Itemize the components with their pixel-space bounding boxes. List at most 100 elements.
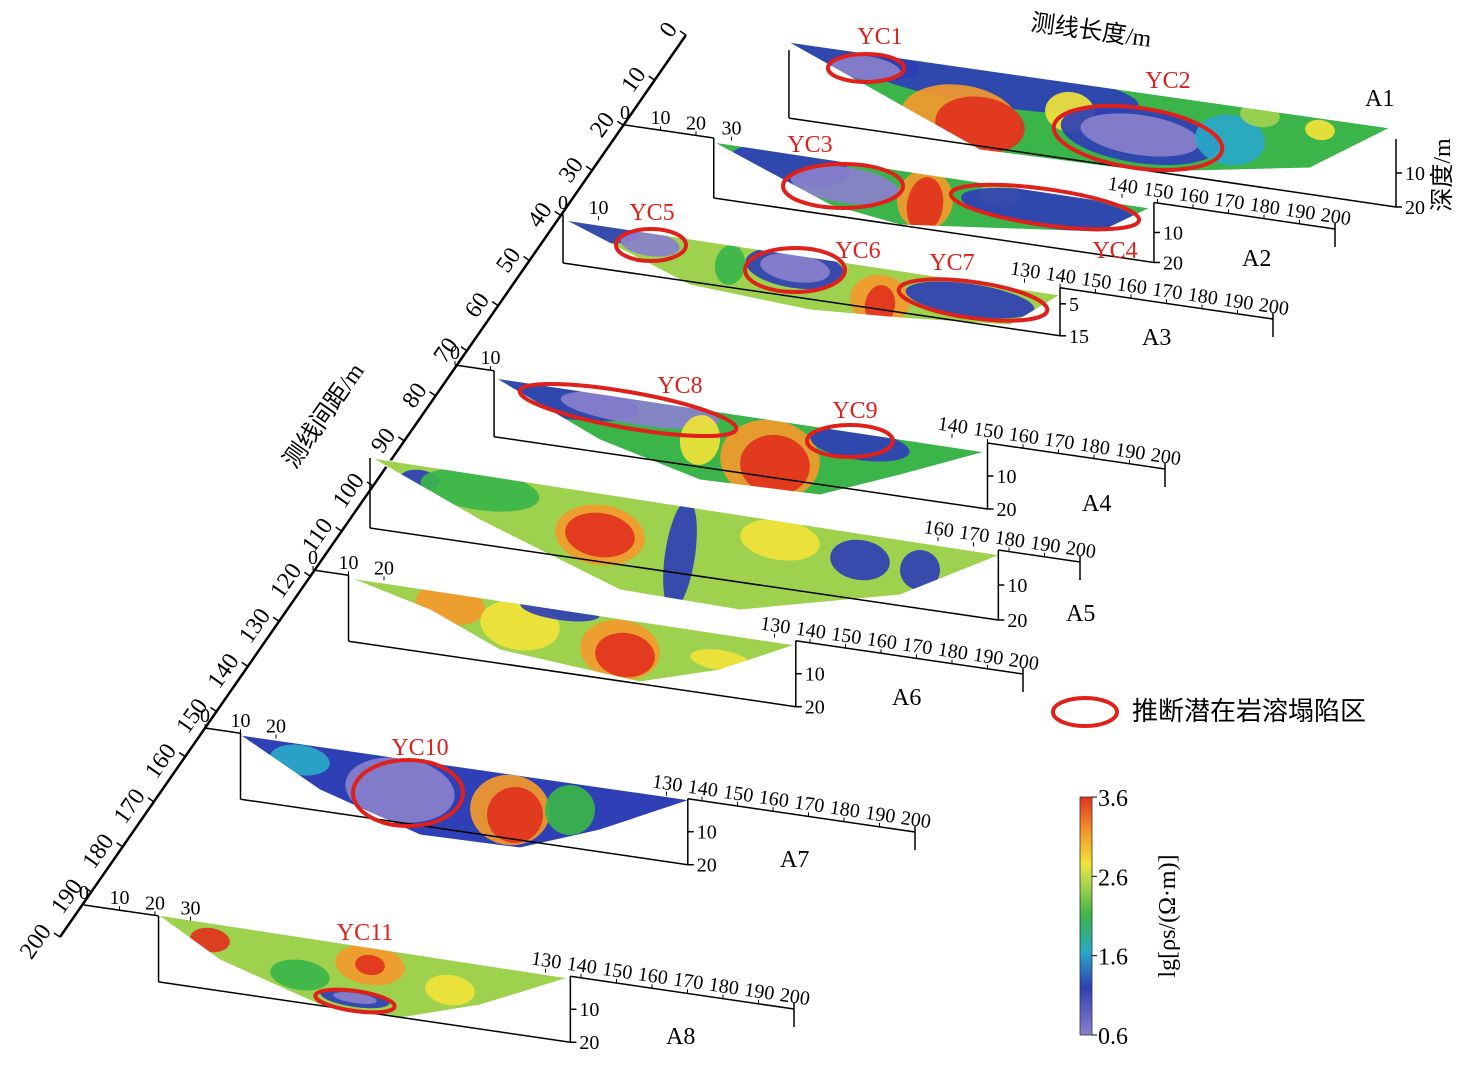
contour-zone bbox=[620, 231, 680, 257]
length-tick-label: 200 bbox=[899, 807, 932, 833]
anomaly-outline bbox=[826, 52, 906, 84]
colorbar-title: lg[ρs/(Ω·m)] bbox=[1155, 854, 1181, 977]
contour-zone bbox=[831, 55, 901, 81]
length-tick-label: 180 bbox=[993, 527, 1026, 553]
resistivity-section bbox=[372, 458, 1000, 610]
anomaly-label: YC5 bbox=[629, 200, 674, 226]
depth-tick-label: 20 bbox=[1163, 252, 1183, 274]
length-tick-label: 170 bbox=[1213, 188, 1246, 214]
length-tick-label: 150 bbox=[1142, 178, 1175, 204]
length-tick-label: 20 bbox=[686, 112, 706, 134]
length-tick-label: 0 bbox=[620, 102, 630, 124]
length-tick-label: 200 bbox=[778, 984, 811, 1010]
length-tick-label: 10 bbox=[231, 710, 251, 732]
colorbar-tick-label: 2.6 bbox=[1098, 865, 1128, 891]
depth-tick-label: 10 bbox=[579, 999, 599, 1021]
anomaly-outline bbox=[313, 987, 397, 1015]
length-axis-start bbox=[83, 904, 159, 917]
anomaly-outline bbox=[805, 423, 895, 459]
length-tick-label: 140 bbox=[1106, 173, 1139, 199]
contour-zone bbox=[595, 632, 655, 678]
depth-tick-label: 10 bbox=[805, 664, 825, 686]
length-tick-label: 30 bbox=[722, 118, 742, 140]
contour-zone bbox=[425, 974, 475, 1006]
length-tick-label: 140 bbox=[936, 413, 969, 439]
length-tick-label: 130 bbox=[651, 771, 684, 797]
length-tick-label: 20 bbox=[266, 715, 286, 737]
length-tick-label: 0 bbox=[558, 192, 568, 214]
spacing-tick-label: 160 bbox=[140, 739, 182, 783]
frame-bottom bbox=[240, 798, 688, 866]
length-tick-label: 170 bbox=[1151, 278, 1184, 304]
anomaly-outline bbox=[517, 381, 739, 439]
length-tick-label: 140 bbox=[794, 618, 827, 644]
contour-zone bbox=[565, 512, 635, 558]
length-axis-start bbox=[454, 364, 495, 372]
spacing-tick bbox=[241, 661, 249, 668]
anomaly-outline bbox=[1051, 104, 1225, 172]
anomaly-label: YC4 bbox=[1092, 238, 1137, 264]
length-tick-label: 150 bbox=[972, 418, 1005, 444]
spacing-tick-label: 130 bbox=[234, 604, 276, 648]
depth-tick-label: 15 bbox=[1069, 326, 1089, 348]
contour-zone bbox=[679, 415, 721, 465]
spacing-tick-label: 140 bbox=[203, 649, 245, 693]
profile-name: A4 bbox=[1082, 491, 1111, 517]
anomaly-outline bbox=[781, 162, 905, 210]
spacing-tick bbox=[303, 571, 311, 577]
length-tick-label: 170 bbox=[958, 521, 991, 547]
contour-zone bbox=[345, 757, 455, 823]
spacing-tick-label: 180 bbox=[78, 829, 120, 873]
length-axis-end bbox=[998, 549, 1081, 563]
length-tick-label: 160 bbox=[757, 786, 790, 812]
section-outline bbox=[371, 457, 1002, 611]
length-tick-label: 140 bbox=[686, 776, 719, 802]
contour-zone bbox=[545, 785, 595, 835]
spacing-tick bbox=[147, 797, 155, 803]
spacing-tick bbox=[554, 210, 562, 217]
anomaly-label: YC8 bbox=[657, 373, 702, 399]
contour-zone bbox=[760, 253, 830, 283]
profile-name: A5 bbox=[1066, 601, 1095, 627]
length-tick-label: 170 bbox=[901, 633, 934, 659]
length-axis-start bbox=[204, 727, 241, 734]
frame-bottom bbox=[713, 197, 1155, 264]
length-tick-label: 180 bbox=[828, 797, 861, 823]
spacing-tick bbox=[648, 75, 656, 81]
length-tick-label: 160 bbox=[865, 628, 898, 654]
length-tick-label: 190 bbox=[743, 979, 776, 1005]
spacing-tick bbox=[178, 751, 186, 758]
length-tick-label: 190 bbox=[1029, 532, 1062, 558]
length-tick-label: 130 bbox=[759, 613, 792, 639]
legend-label: 推断潜在岩溶塌陷区 bbox=[1132, 697, 1366, 726]
length-tick-label: 190 bbox=[1114, 439, 1147, 465]
spacing-tick bbox=[84, 887, 92, 893]
anomaly-label: YC11 bbox=[337, 920, 393, 946]
length-tick-label: 190 bbox=[972, 644, 1005, 670]
anomaly-label: YC9 bbox=[832, 398, 877, 424]
contour-zone bbox=[714, 245, 746, 285]
spacing-tick bbox=[523, 255, 530, 262]
length-tick-label: 180 bbox=[936, 639, 969, 665]
depth-tick-label: 20 bbox=[805, 697, 825, 719]
contour-zone bbox=[830, 539, 890, 581]
length-tick-label: 10 bbox=[589, 197, 609, 219]
length-tick-label: 10 bbox=[481, 347, 501, 369]
frame-bottom bbox=[493, 435, 988, 510]
colorbar bbox=[1079, 796, 1093, 1036]
anomaly-outline bbox=[351, 758, 465, 828]
length-tick-label: 20 bbox=[374, 557, 394, 579]
contour-zone bbox=[560, 391, 720, 429]
depth-tick-label: 10 bbox=[1405, 163, 1425, 185]
spacing-axis-title: 测线间距/m bbox=[278, 358, 370, 473]
contour-zone bbox=[905, 281, 1035, 319]
profile-name: A8 bbox=[666, 1024, 695, 1050]
spacing-tick bbox=[679, 30, 687, 36]
length-tick-label: 0 bbox=[450, 342, 460, 364]
length-tick-label: 10 bbox=[110, 887, 130, 909]
spacing-tick bbox=[335, 526, 343, 532]
spacing-tick-label: 170 bbox=[109, 784, 151, 828]
length-tick-label: 170 bbox=[793, 791, 826, 817]
resistivity-section bbox=[240, 735, 690, 848]
